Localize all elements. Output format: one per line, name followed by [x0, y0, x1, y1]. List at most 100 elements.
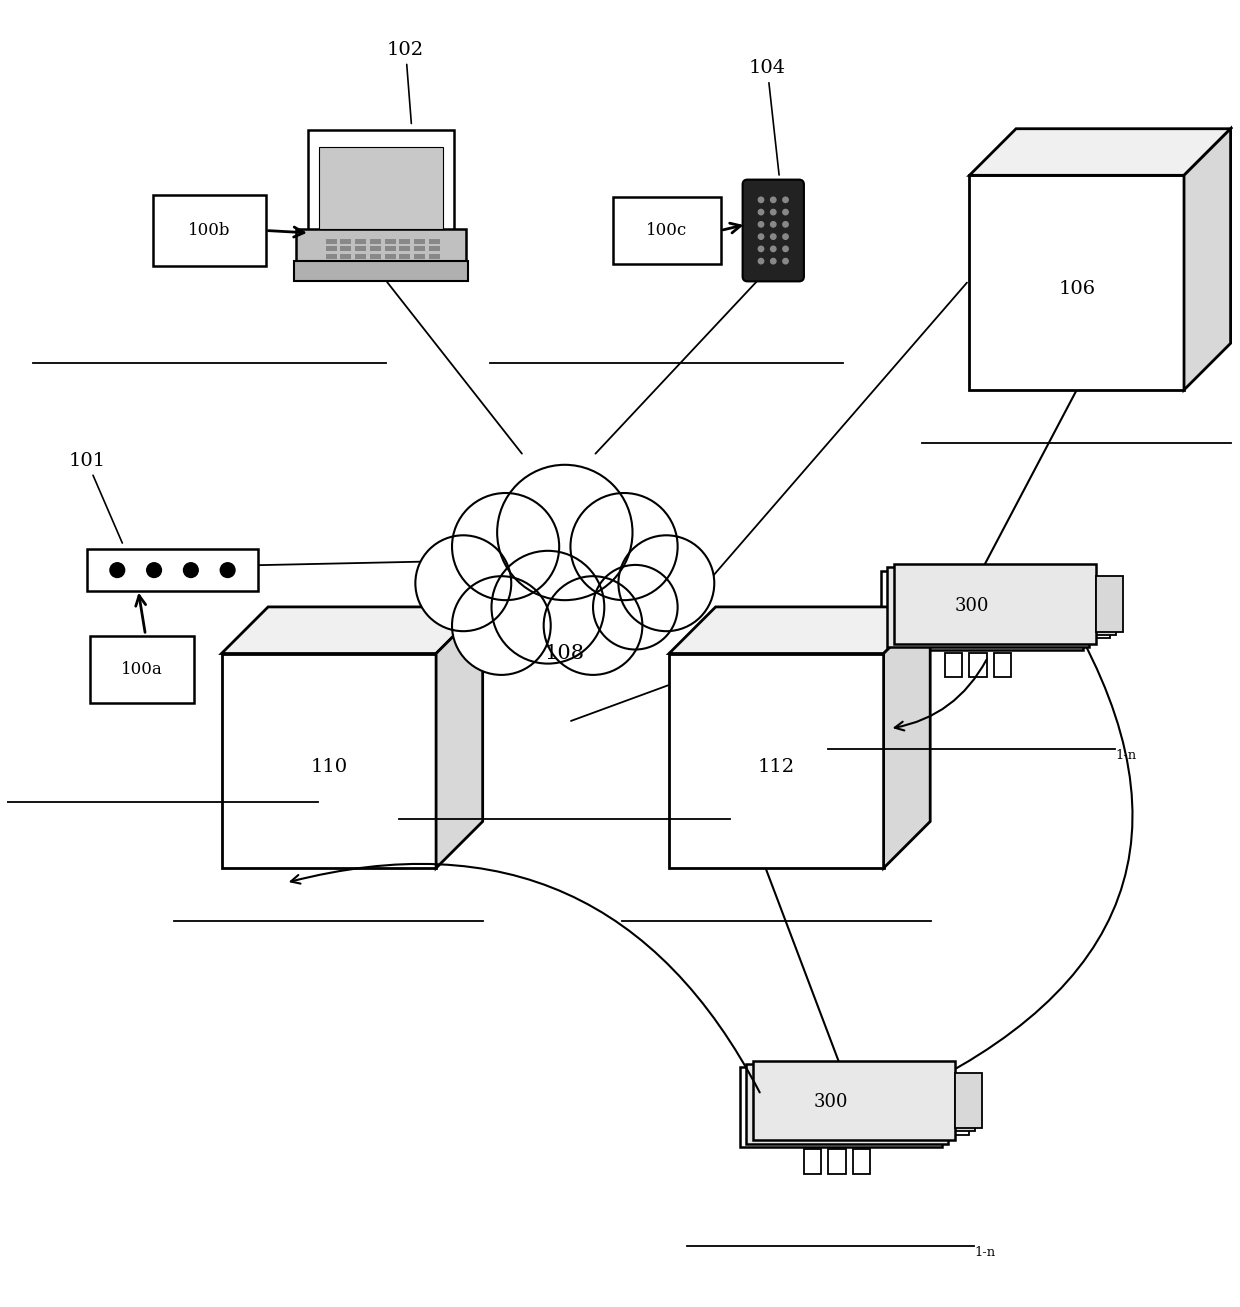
Circle shape: [415, 536, 511, 631]
FancyBboxPatch shape: [341, 247, 351, 251]
Polygon shape: [884, 606, 930, 868]
Text: 112: 112: [758, 758, 795, 776]
FancyBboxPatch shape: [894, 565, 1096, 644]
FancyBboxPatch shape: [341, 254, 351, 259]
FancyArrowPatch shape: [920, 601, 1132, 1087]
FancyBboxPatch shape: [384, 247, 396, 251]
FancyBboxPatch shape: [414, 239, 425, 244]
Text: 102: 102: [387, 41, 424, 123]
Circle shape: [770, 209, 776, 214]
Circle shape: [782, 197, 789, 203]
Text: 1-n: 1-n: [1115, 749, 1137, 762]
FancyBboxPatch shape: [370, 254, 381, 259]
Circle shape: [619, 536, 714, 631]
FancyBboxPatch shape: [341, 239, 351, 244]
Text: 300: 300: [813, 1093, 848, 1111]
Text: 300: 300: [955, 597, 990, 614]
Circle shape: [782, 246, 789, 251]
FancyBboxPatch shape: [804, 1149, 821, 1174]
FancyBboxPatch shape: [429, 239, 440, 244]
Polygon shape: [436, 606, 482, 868]
FancyBboxPatch shape: [970, 654, 987, 677]
FancyBboxPatch shape: [746, 1064, 949, 1144]
FancyBboxPatch shape: [828, 1149, 846, 1174]
Circle shape: [770, 246, 776, 251]
FancyBboxPatch shape: [308, 129, 454, 239]
FancyBboxPatch shape: [399, 254, 410, 259]
Text: 104: 104: [749, 59, 786, 175]
Circle shape: [453, 576, 551, 674]
Text: 108: 108: [544, 644, 585, 663]
FancyBboxPatch shape: [1096, 576, 1123, 631]
Polygon shape: [222, 654, 436, 868]
Text: 100c: 100c: [646, 222, 687, 239]
FancyBboxPatch shape: [319, 148, 443, 229]
Circle shape: [770, 222, 776, 227]
FancyBboxPatch shape: [880, 571, 1083, 651]
FancyBboxPatch shape: [399, 239, 410, 244]
FancyBboxPatch shape: [384, 254, 396, 259]
Text: 110: 110: [310, 758, 347, 776]
FancyBboxPatch shape: [613, 197, 720, 264]
Circle shape: [146, 563, 161, 578]
FancyBboxPatch shape: [294, 261, 467, 281]
FancyBboxPatch shape: [355, 254, 366, 259]
FancyBboxPatch shape: [326, 239, 337, 244]
FancyBboxPatch shape: [87, 549, 258, 591]
FancyBboxPatch shape: [370, 247, 381, 251]
FancyBboxPatch shape: [370, 239, 381, 244]
FancyBboxPatch shape: [1083, 583, 1110, 638]
FancyBboxPatch shape: [355, 247, 366, 251]
Circle shape: [782, 209, 789, 214]
FancyBboxPatch shape: [949, 1076, 976, 1132]
FancyBboxPatch shape: [1090, 580, 1116, 635]
FancyBboxPatch shape: [739, 1068, 942, 1148]
Text: 1-n: 1-n: [975, 1246, 996, 1259]
Text: 100b: 100b: [188, 222, 231, 239]
FancyBboxPatch shape: [326, 254, 337, 259]
Polygon shape: [970, 128, 1230, 175]
FancyBboxPatch shape: [887, 567, 1090, 647]
FancyBboxPatch shape: [153, 195, 265, 267]
Polygon shape: [670, 654, 884, 868]
Circle shape: [570, 493, 677, 600]
Circle shape: [543, 576, 642, 674]
FancyBboxPatch shape: [414, 254, 425, 259]
Polygon shape: [670, 606, 930, 654]
FancyBboxPatch shape: [945, 654, 962, 677]
FancyBboxPatch shape: [295, 229, 466, 267]
FancyBboxPatch shape: [994, 654, 1011, 677]
Circle shape: [770, 259, 776, 264]
Circle shape: [497, 465, 632, 600]
FancyBboxPatch shape: [355, 239, 366, 244]
Circle shape: [782, 259, 789, 264]
FancyBboxPatch shape: [853, 1149, 870, 1174]
Circle shape: [593, 565, 677, 650]
Polygon shape: [222, 606, 482, 654]
Polygon shape: [1184, 128, 1230, 389]
Polygon shape: [970, 175, 1184, 389]
FancyBboxPatch shape: [743, 179, 804, 281]
FancyBboxPatch shape: [429, 247, 440, 251]
FancyBboxPatch shape: [429, 254, 440, 259]
Circle shape: [184, 563, 198, 578]
FancyBboxPatch shape: [326, 247, 337, 251]
Circle shape: [453, 493, 559, 600]
Text: 106: 106: [1058, 280, 1095, 298]
Circle shape: [759, 234, 764, 239]
Circle shape: [491, 550, 604, 664]
FancyBboxPatch shape: [942, 1080, 968, 1134]
Circle shape: [782, 234, 789, 239]
Circle shape: [759, 222, 764, 227]
FancyArrowPatch shape: [291, 864, 760, 1093]
FancyBboxPatch shape: [753, 1061, 955, 1141]
Circle shape: [770, 197, 776, 203]
Text: 100a: 100a: [122, 661, 162, 678]
Circle shape: [759, 246, 764, 251]
Circle shape: [770, 234, 776, 239]
Circle shape: [782, 222, 789, 227]
FancyBboxPatch shape: [384, 239, 396, 244]
FancyBboxPatch shape: [89, 635, 193, 703]
Circle shape: [759, 209, 764, 214]
FancyBboxPatch shape: [414, 247, 425, 251]
